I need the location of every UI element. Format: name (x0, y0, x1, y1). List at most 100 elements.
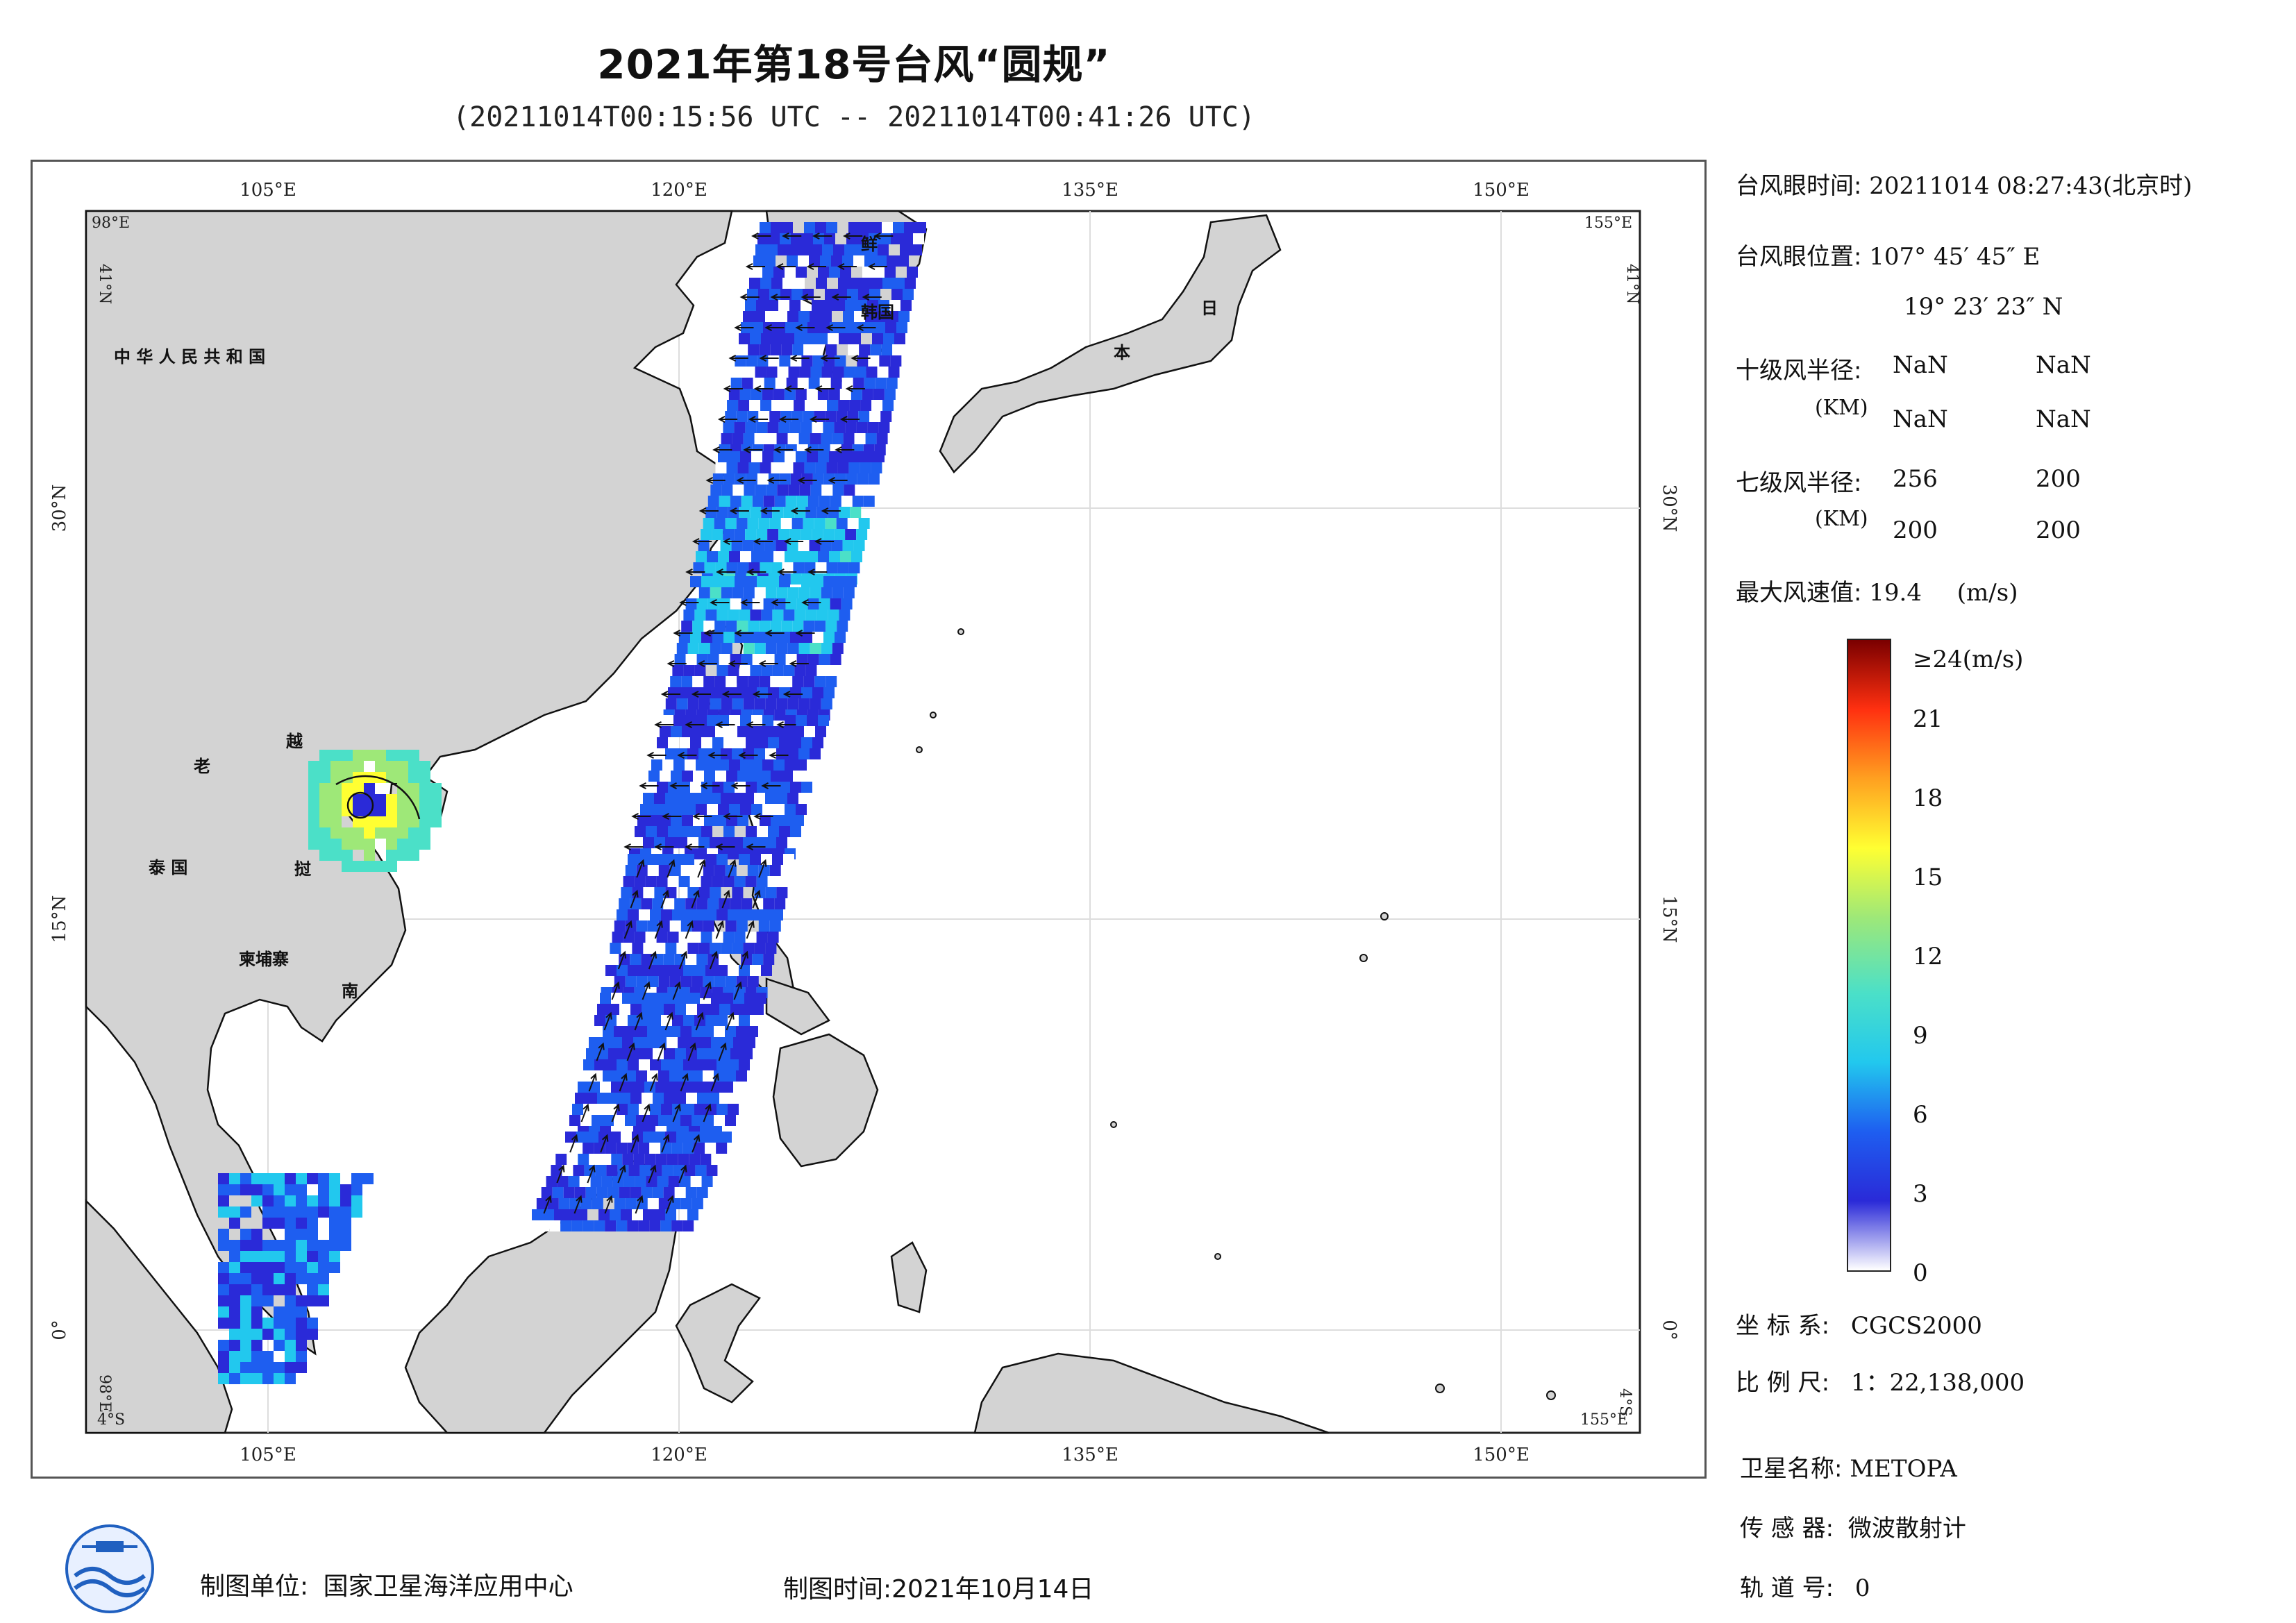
lon-label-bottom-1: 120°E (651, 1445, 707, 1465)
r7-value-ne: 256 (1893, 465, 1938, 493)
halmahera-island (890, 1241, 928, 1313)
lat-label-right-0: 30°N (1659, 485, 1679, 532)
map-frame (31, 160, 1707, 1479)
label-china: 中 华 人 民 共 和 国 (114, 347, 265, 367)
label-vietnam-1: 越 (286, 732, 303, 751)
eye-time-label: 台风眼时间: (1736, 172, 1862, 200)
r7-value-nw: 200 (2036, 516, 2081, 544)
r7-label: 七级风半径: (1736, 469, 1862, 497)
sensor-label: 传 感 器: (1740, 1515, 1834, 1542)
production-date-value: 2021年10月14日 (891, 1575, 1094, 1604)
sumatra-island (85, 1198, 233, 1434)
lat-label-left-1: 15°N (49, 895, 70, 943)
corner-top-right-lat: 41°N (1623, 264, 1641, 304)
colorbar-tick-0: 0 (1913, 1259, 1928, 1287)
colorbar-tick-6: 6 (1913, 1101, 1928, 1129)
nsoas-logo-icon (65, 1524, 154, 1613)
colorbar-tick-9: 9 (1913, 1022, 1928, 1050)
max-wind-label: 最大风速值: (1736, 579, 1862, 607)
eye-pos-label: 台风眼位置: (1736, 243, 1862, 271)
max-wind-row: 最大风速值: 19.4 (m/s) (1736, 573, 2018, 607)
producer-row: 制图单位: 国家卫星海洋应用中心 (200, 1566, 573, 1602)
page-title: 2021年第18号台风“圆规” (597, 41, 1111, 88)
orbit-value: 0 (1854, 1574, 1870, 1602)
label-vietnam-3: 南 (342, 982, 358, 1001)
label-korea-south: 韩国 (861, 303, 894, 322)
typhoon-eye-marker (335, 775, 421, 820)
lon-label-bottom-3: 150°E (1473, 1445, 1530, 1465)
longitude-labels-bottom: 105°E 120°E 135°E 150°E (240, 1445, 1530, 1465)
colorbar-tick-3: 3 (1913, 1180, 1928, 1208)
eye-pos-lat: 19° 23′ 23″ N (1904, 293, 2063, 321)
eye-pos-lon: 107° 45′ 45″ E (1869, 243, 2041, 271)
label-japan-2: 本 (1114, 343, 1130, 362)
corner-bottom-left-lat: 4°S (97, 1411, 125, 1429)
wind-map[interactable]: 105°E 120°E 135°E 150°E 105°E 120°E 135°E 150°… (31, 160, 1707, 1479)
producer-value: 国家卫星海洋应用中心 (323, 1572, 573, 1601)
sensor-row: 传 感 器: 微波散射计 (1740, 1509, 1966, 1543)
colorbar-tick-12: 12 (1913, 943, 1943, 970)
lon-label-bottom-2: 135°E (1062, 1445, 1118, 1465)
scale-value: 1：22,138,000 (1850, 1369, 2025, 1397)
r7-value-se: 200 (2036, 465, 2081, 493)
satellite-row: 卫星名称: METOPA (1740, 1449, 1957, 1483)
corner-top-left-lon: 98°E (92, 215, 130, 232)
small-islands (916, 628, 1556, 1400)
wind-vectors (543, 233, 894, 1214)
producer-label: 制图单位: (200, 1572, 309, 1601)
lat-label-right-1: 15°N (1659, 895, 1679, 943)
lon-label-bottom-0: 105°E (240, 1445, 296, 1465)
lat-label-left-0: 30°N (49, 485, 70, 532)
corner-bottom-right-lon: 155°E (1580, 1411, 1628, 1429)
colorbar-top-label: ≥24(m/s) (1913, 646, 2024, 673)
label-cambodia: 柬埔寨 (239, 950, 289, 969)
lat-label-left-2: 0° (49, 1320, 70, 1340)
scale-row: 比 例 尺: 1：22,138,000 (1736, 1363, 2025, 1397)
r7-unit: (KM) (1815, 507, 1868, 531)
lon-label-top-0: 105°E (240, 180, 296, 201)
colorbar-tick-21: 21 (1913, 705, 1943, 733)
production-date-row: 制图时间:2021年10月14日 (783, 1569, 1093, 1605)
colorbar-tick-18: 18 (1913, 784, 1943, 812)
new-guinea-island (973, 1352, 1330, 1434)
label-laos: 老 (194, 757, 210, 776)
satellite-value: METOPA (1850, 1455, 1957, 1483)
r10-value-se: NaN (2036, 351, 2091, 379)
lon-label-top-3: 150°E (1473, 180, 1530, 201)
mindanao-island (772, 1033, 879, 1168)
lon-label-top-2: 135°E (1062, 180, 1118, 201)
latitude-labels-left: 30°N 15°N 0° (49, 485, 70, 1340)
r7-value-sw: 200 (1893, 516, 1938, 544)
eye-position-row: 台风眼位置: 107° 45′ 45″ E (1736, 237, 2040, 271)
label-thailand: 泰 国 (149, 858, 187, 877)
scale-label: 比 例 尺: (1736, 1369, 1830, 1397)
visayas-islands (765, 977, 830, 1036)
sensor-value: 微波散射计 (1847, 1515, 1966, 1542)
sulawesi-island (675, 1283, 761, 1404)
label-vietnam-2: 挝 (294, 859, 312, 879)
max-wind-value: 19.4 (1869, 579, 1922, 607)
wind-speed-swath (218, 222, 926, 1384)
r10-unit: (KM) (1815, 396, 1868, 420)
label-japan-1: 日 (1201, 298, 1218, 318)
crs-label: 坐 标 系: (1736, 1312, 1830, 1340)
crs-value: CGCS2000 (1850, 1312, 1982, 1340)
latitude-labels-right: 30°N 15°N 0° (1659, 485, 1679, 1340)
lat-label-right-2: 0° (1659, 1320, 1679, 1340)
eye-time-value: 20211014 08:27:43(北京时) (1869, 172, 2193, 200)
r10-label: 十级风半径: (1736, 357, 1862, 385)
observation-time-range: (20211014T00:15:56 UTC -- 20211014T00:41… (453, 101, 1255, 133)
wind-speed-colorbar (1847, 639, 1891, 1272)
crs-row: 坐 标 系: CGCS2000 (1736, 1306, 1982, 1340)
corner-bottom-right-lat: 4°S (1616, 1388, 1634, 1416)
lon-label-top-1: 120°E (651, 180, 707, 201)
satellite-label: 卫星名称: (1740, 1455, 1843, 1483)
r10-value-ne: NaN (1893, 351, 1948, 379)
corner-top-left-lat: 41°N (96, 264, 113, 304)
orbit-row: 轨 道 号: 0 (1740, 1569, 1870, 1603)
corner-top-right-lon: 155°E (1584, 215, 1632, 232)
eye-time-row: 台风眼时间: 20211014 08:27:43(北京时) (1736, 167, 2192, 201)
r10-value-nw: NaN (2036, 405, 2091, 433)
corner-bottom-left-lon: 98°E (96, 1374, 113, 1413)
orbit-label: 轨 道 号: (1740, 1574, 1834, 1602)
